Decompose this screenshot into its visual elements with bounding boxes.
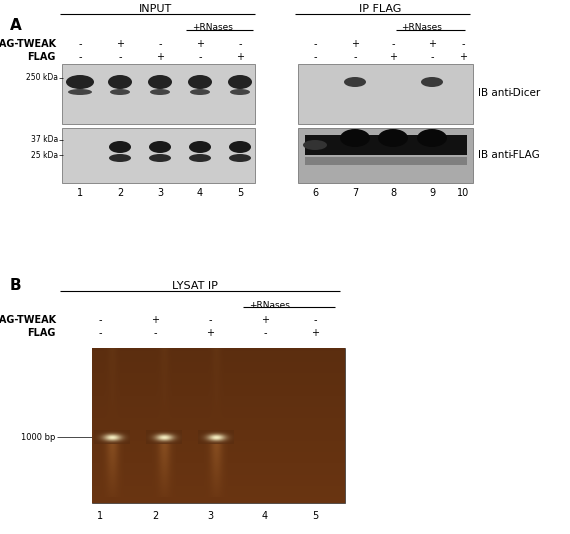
Ellipse shape — [148, 75, 172, 89]
Text: +: + — [116, 39, 124, 49]
Text: +: + — [389, 52, 397, 62]
Bar — [305, 135, 467, 155]
Text: B: B — [10, 278, 22, 293]
Ellipse shape — [149, 154, 171, 162]
Text: -: - — [238, 39, 242, 49]
Ellipse shape — [150, 89, 170, 95]
Text: -: - — [391, 39, 395, 49]
Text: +: + — [428, 39, 436, 49]
Ellipse shape — [340, 129, 370, 147]
Text: +: + — [261, 315, 269, 325]
Ellipse shape — [230, 89, 250, 95]
Ellipse shape — [190, 89, 210, 95]
Ellipse shape — [66, 75, 94, 89]
Text: 6: 6 — [312, 188, 318, 198]
Text: 3: 3 — [157, 188, 163, 198]
Text: -: - — [430, 52, 434, 62]
Ellipse shape — [189, 141, 211, 153]
Text: +: + — [459, 52, 467, 62]
Text: +: + — [351, 39, 359, 49]
Text: -Dicer: -Dicer — [509, 88, 540, 98]
Text: 5: 5 — [237, 188, 243, 198]
Ellipse shape — [344, 77, 366, 87]
Text: FLAG: FLAG — [27, 328, 56, 338]
Bar — [92, 348, 345, 503]
Text: 37 kDa: 37 kDa — [31, 136, 58, 145]
Text: +: + — [156, 52, 164, 62]
Ellipse shape — [109, 141, 131, 153]
Text: IP FLAG: IP FLAG — [359, 4, 401, 14]
Bar — [62, 128, 255, 183]
Ellipse shape — [228, 75, 252, 89]
Text: 25 kDa: 25 kDa — [31, 151, 58, 160]
Text: 4: 4 — [197, 188, 203, 198]
Ellipse shape — [421, 77, 443, 87]
Text: 1: 1 — [97, 511, 103, 521]
Text: LYSAT IP: LYSAT IP — [172, 281, 218, 291]
Bar — [62, 64, 255, 124]
Text: 10: 10 — [457, 188, 469, 198]
Text: 3: 3 — [207, 511, 213, 521]
Ellipse shape — [188, 75, 212, 89]
Text: +RNases: +RNases — [193, 23, 234, 33]
Text: -: - — [118, 52, 122, 62]
Text: 5: 5 — [312, 511, 318, 521]
Text: +: + — [196, 39, 204, 49]
Text: 4: 4 — [262, 511, 268, 521]
Text: -: - — [263, 328, 267, 338]
Text: 2: 2 — [117, 188, 123, 198]
Text: FLAG: FLAG — [27, 52, 56, 62]
Text: -: - — [153, 328, 157, 338]
Ellipse shape — [149, 141, 171, 153]
Ellipse shape — [68, 89, 92, 95]
Text: -: - — [198, 52, 202, 62]
Text: 8: 8 — [390, 188, 396, 198]
Text: 250 kDa: 250 kDa — [26, 74, 58, 82]
Text: +: + — [311, 328, 319, 338]
Ellipse shape — [229, 141, 251, 153]
Text: FLAG-TWEAK: FLAG-TWEAK — [0, 315, 56, 325]
Ellipse shape — [303, 140, 327, 150]
Text: -: - — [314, 39, 317, 49]
Ellipse shape — [417, 129, 447, 147]
Text: +: + — [151, 315, 159, 325]
Ellipse shape — [110, 89, 130, 95]
Text: -: - — [98, 315, 102, 325]
Ellipse shape — [378, 129, 408, 147]
Bar — [298, 128, 473, 183]
Ellipse shape — [189, 154, 211, 162]
Text: -: - — [208, 315, 211, 325]
Ellipse shape — [108, 75, 132, 89]
Text: A: A — [10, 18, 22, 33]
Text: +: + — [236, 52, 244, 62]
Text: FLAG-TWEAK: FLAG-TWEAK — [0, 39, 56, 49]
Text: -: - — [78, 39, 82, 49]
Text: +RNases: +RNases — [250, 301, 291, 310]
Text: INPUT: INPUT — [139, 4, 172, 14]
Text: -FLAG: -FLAG — [509, 150, 540, 160]
Text: -: - — [98, 328, 102, 338]
Text: 1000 bp: 1000 bp — [21, 433, 55, 442]
Text: 9: 9 — [429, 188, 435, 198]
Text: -: - — [461, 39, 465, 49]
Text: 1: 1 — [77, 188, 83, 198]
Text: -: - — [78, 52, 82, 62]
Text: +: + — [206, 328, 214, 338]
Text: IB anti: IB anti — [478, 88, 511, 98]
Bar — [298, 64, 473, 124]
Text: IB anti: IB anti — [478, 150, 511, 160]
Text: -: - — [314, 52, 317, 62]
Text: 7: 7 — [352, 188, 358, 198]
Text: -: - — [158, 39, 162, 49]
Text: -: - — [353, 52, 357, 62]
Text: -: - — [314, 315, 317, 325]
Text: +RNases: +RNases — [401, 23, 442, 33]
Bar — [305, 157, 467, 165]
Ellipse shape — [109, 154, 131, 162]
Text: 2: 2 — [152, 511, 158, 521]
Ellipse shape — [229, 154, 251, 162]
